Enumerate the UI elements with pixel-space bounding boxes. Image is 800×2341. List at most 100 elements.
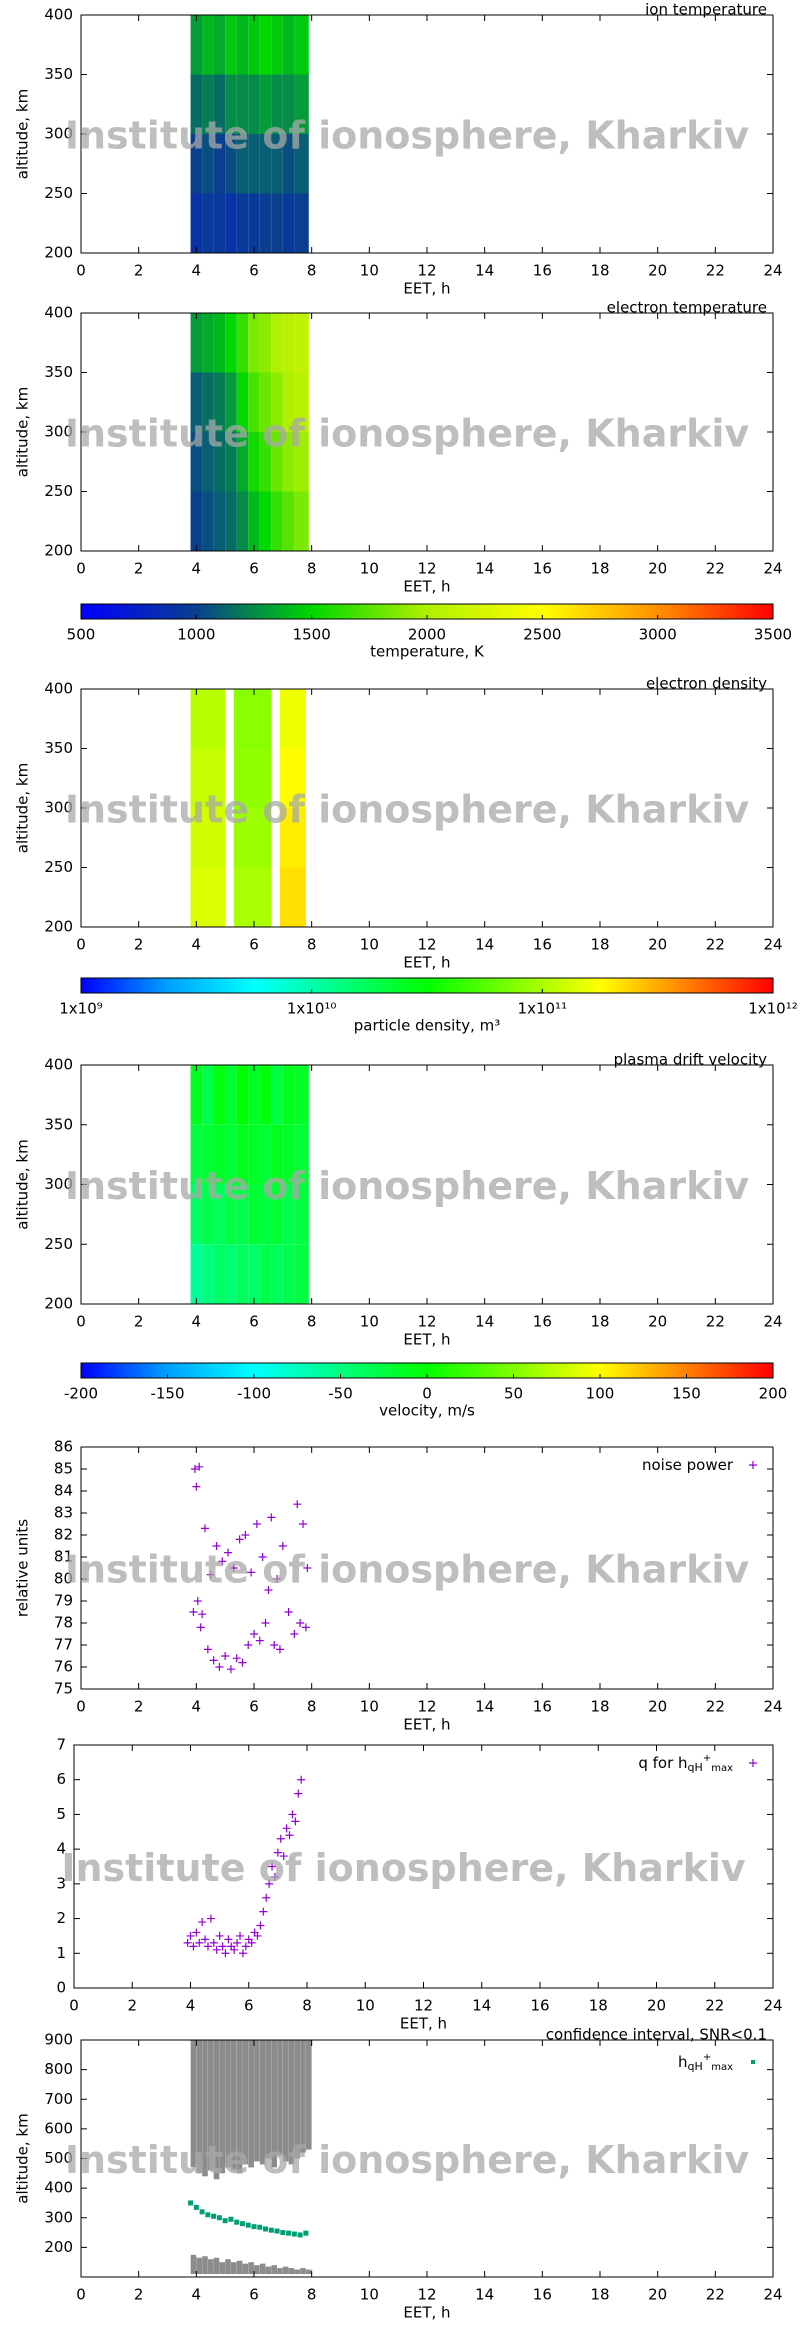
x-tick-label: 24 (763, 2286, 782, 2304)
scatter-point (209, 1656, 218, 1665)
x-tick-label: 6 (249, 262, 259, 280)
colorbar-tick-label: 500 (67, 626, 96, 644)
legend-label-part: qH (688, 2060, 703, 2073)
scatter-point (257, 2224, 263, 2230)
x-tick-label: 16 (533, 1698, 552, 1716)
legend-label-part: max (711, 1763, 733, 1774)
heatmap-cell (236, 432, 249, 492)
y-tick-label: 400 (44, 2179, 73, 2197)
heatmap-cell (202, 313, 214, 373)
heatmap-cell (190, 1184, 203, 1245)
scatter-point (230, 1945, 239, 1954)
scatter-point (195, 1938, 204, 1947)
legend-label: q for hqH+max (638, 1753, 733, 1774)
y-tick-label: 77 (54, 1636, 73, 1654)
interval-bar (196, 2040, 203, 2174)
y-tick-label: 900 (44, 2031, 73, 2049)
x-tick-label: 16 (533, 1313, 552, 1331)
heatmap-cell (294, 134, 309, 194)
heatmap-cell (225, 432, 237, 492)
scatter-point (238, 1658, 247, 1667)
heatmap-cell (190, 432, 203, 492)
scatter-point (256, 1921, 265, 1930)
heatmap-cell (282, 1184, 295, 1245)
heatmap-cell (294, 313, 309, 373)
heatmap-cell (225, 1184, 237, 1245)
heatmap-cell (236, 491, 249, 551)
scatter-point (193, 2204, 199, 2210)
scatter-point (218, 1557, 227, 1566)
x-tick-label: 2 (134, 560, 144, 578)
y-tick-label: 300 (44, 423, 73, 441)
y-tick-label: 350 (44, 739, 73, 757)
heatmap-cell (202, 74, 214, 134)
scatter-point (265, 1879, 274, 1888)
y-tick-label: 75 (54, 1680, 73, 1698)
heatmap-cell (202, 1184, 214, 1245)
heatmap-cell (190, 867, 226, 927)
y-tick-label: 84 (54, 1482, 73, 1500)
heatmap-cell (236, 1244, 249, 1304)
scatter-point (278, 1542, 287, 1550)
heatmap-cell (202, 134, 214, 194)
heatmap-cell (259, 491, 272, 551)
heatmap-cell (248, 372, 260, 432)
heatmap-cell (248, 432, 260, 492)
heatmap-cell (271, 193, 283, 253)
heatmap-cell (259, 372, 272, 432)
x-tick-label: 14 (472, 1997, 491, 2015)
heatmap-cell (294, 432, 309, 492)
heatmap-cell (271, 1124, 283, 1185)
interval-bar (236, 2260, 243, 2275)
heatmap-cell (213, 1065, 226, 1125)
heatmap-cell (213, 1244, 226, 1304)
interval-bar (202, 2040, 208, 2177)
x-tick-label: 8 (302, 1997, 312, 2015)
heatmap-cell (213, 1184, 226, 1245)
x-tick-label: 22 (706, 2286, 725, 2304)
colorbar-tick-label: 50 (504, 1385, 523, 1403)
x-tick-label: 10 (360, 262, 379, 280)
colorbar-label: velocity, m/s (379, 1402, 475, 1420)
heatmap-cell (259, 15, 272, 75)
scatter-point (206, 1914, 215, 1923)
panel: 500 1000 1500 2000 2500 3000 3500temperature, … (14, 299, 793, 661)
scatter-point (268, 2227, 274, 2233)
y-tick-label: 250 (44, 858, 73, 876)
scatter-point (212, 1945, 221, 1954)
scatter-point (290, 1630, 299, 1638)
x-tick-label: 16 (533, 262, 552, 280)
y-tick-label: 350 (44, 65, 73, 83)
scatter-point (222, 2218, 228, 2224)
interval-bar (242, 2040, 249, 2165)
interval-bar (294, 2269, 301, 2275)
y-tick-label: 76 (54, 1658, 73, 1676)
x-tick-label: 8 (307, 560, 317, 578)
x-tick-label: 12 (414, 1997, 433, 2015)
x-tick-label: 0 (76, 560, 86, 578)
x-tick-label: 12 (417, 262, 436, 280)
interval-bar (219, 2040, 226, 2174)
heatmap-cell (213, 134, 226, 194)
heatmap-cell (259, 134, 272, 194)
interval-bar (277, 2040, 283, 2156)
x-tick-label: 8 (307, 2286, 317, 2304)
heatmap-cell (213, 193, 226, 253)
x-tick-label: 4 (192, 560, 202, 578)
x-tick-label: 18 (590, 262, 609, 280)
scatter-point (274, 2228, 280, 2234)
y-tick-label: 350 (44, 363, 73, 381)
heatmap-cell (294, 1124, 309, 1185)
heatmap-cell (213, 372, 226, 432)
x-tick-label: 12 (417, 1698, 436, 1716)
interval-bar (254, 2265, 260, 2275)
y-tick-label: 400 (44, 680, 73, 698)
scatter-point (203, 1942, 212, 1951)
scatter-point (199, 2209, 205, 2215)
colorbar-tick-label: -50 (328, 1385, 353, 1403)
heatmap-cell (202, 1244, 214, 1304)
y-tick-label: 2 (56, 1909, 66, 1927)
scatter-point (201, 1935, 210, 1944)
interval-bar (300, 2040, 306, 2153)
legend-marker (751, 2060, 755, 2064)
